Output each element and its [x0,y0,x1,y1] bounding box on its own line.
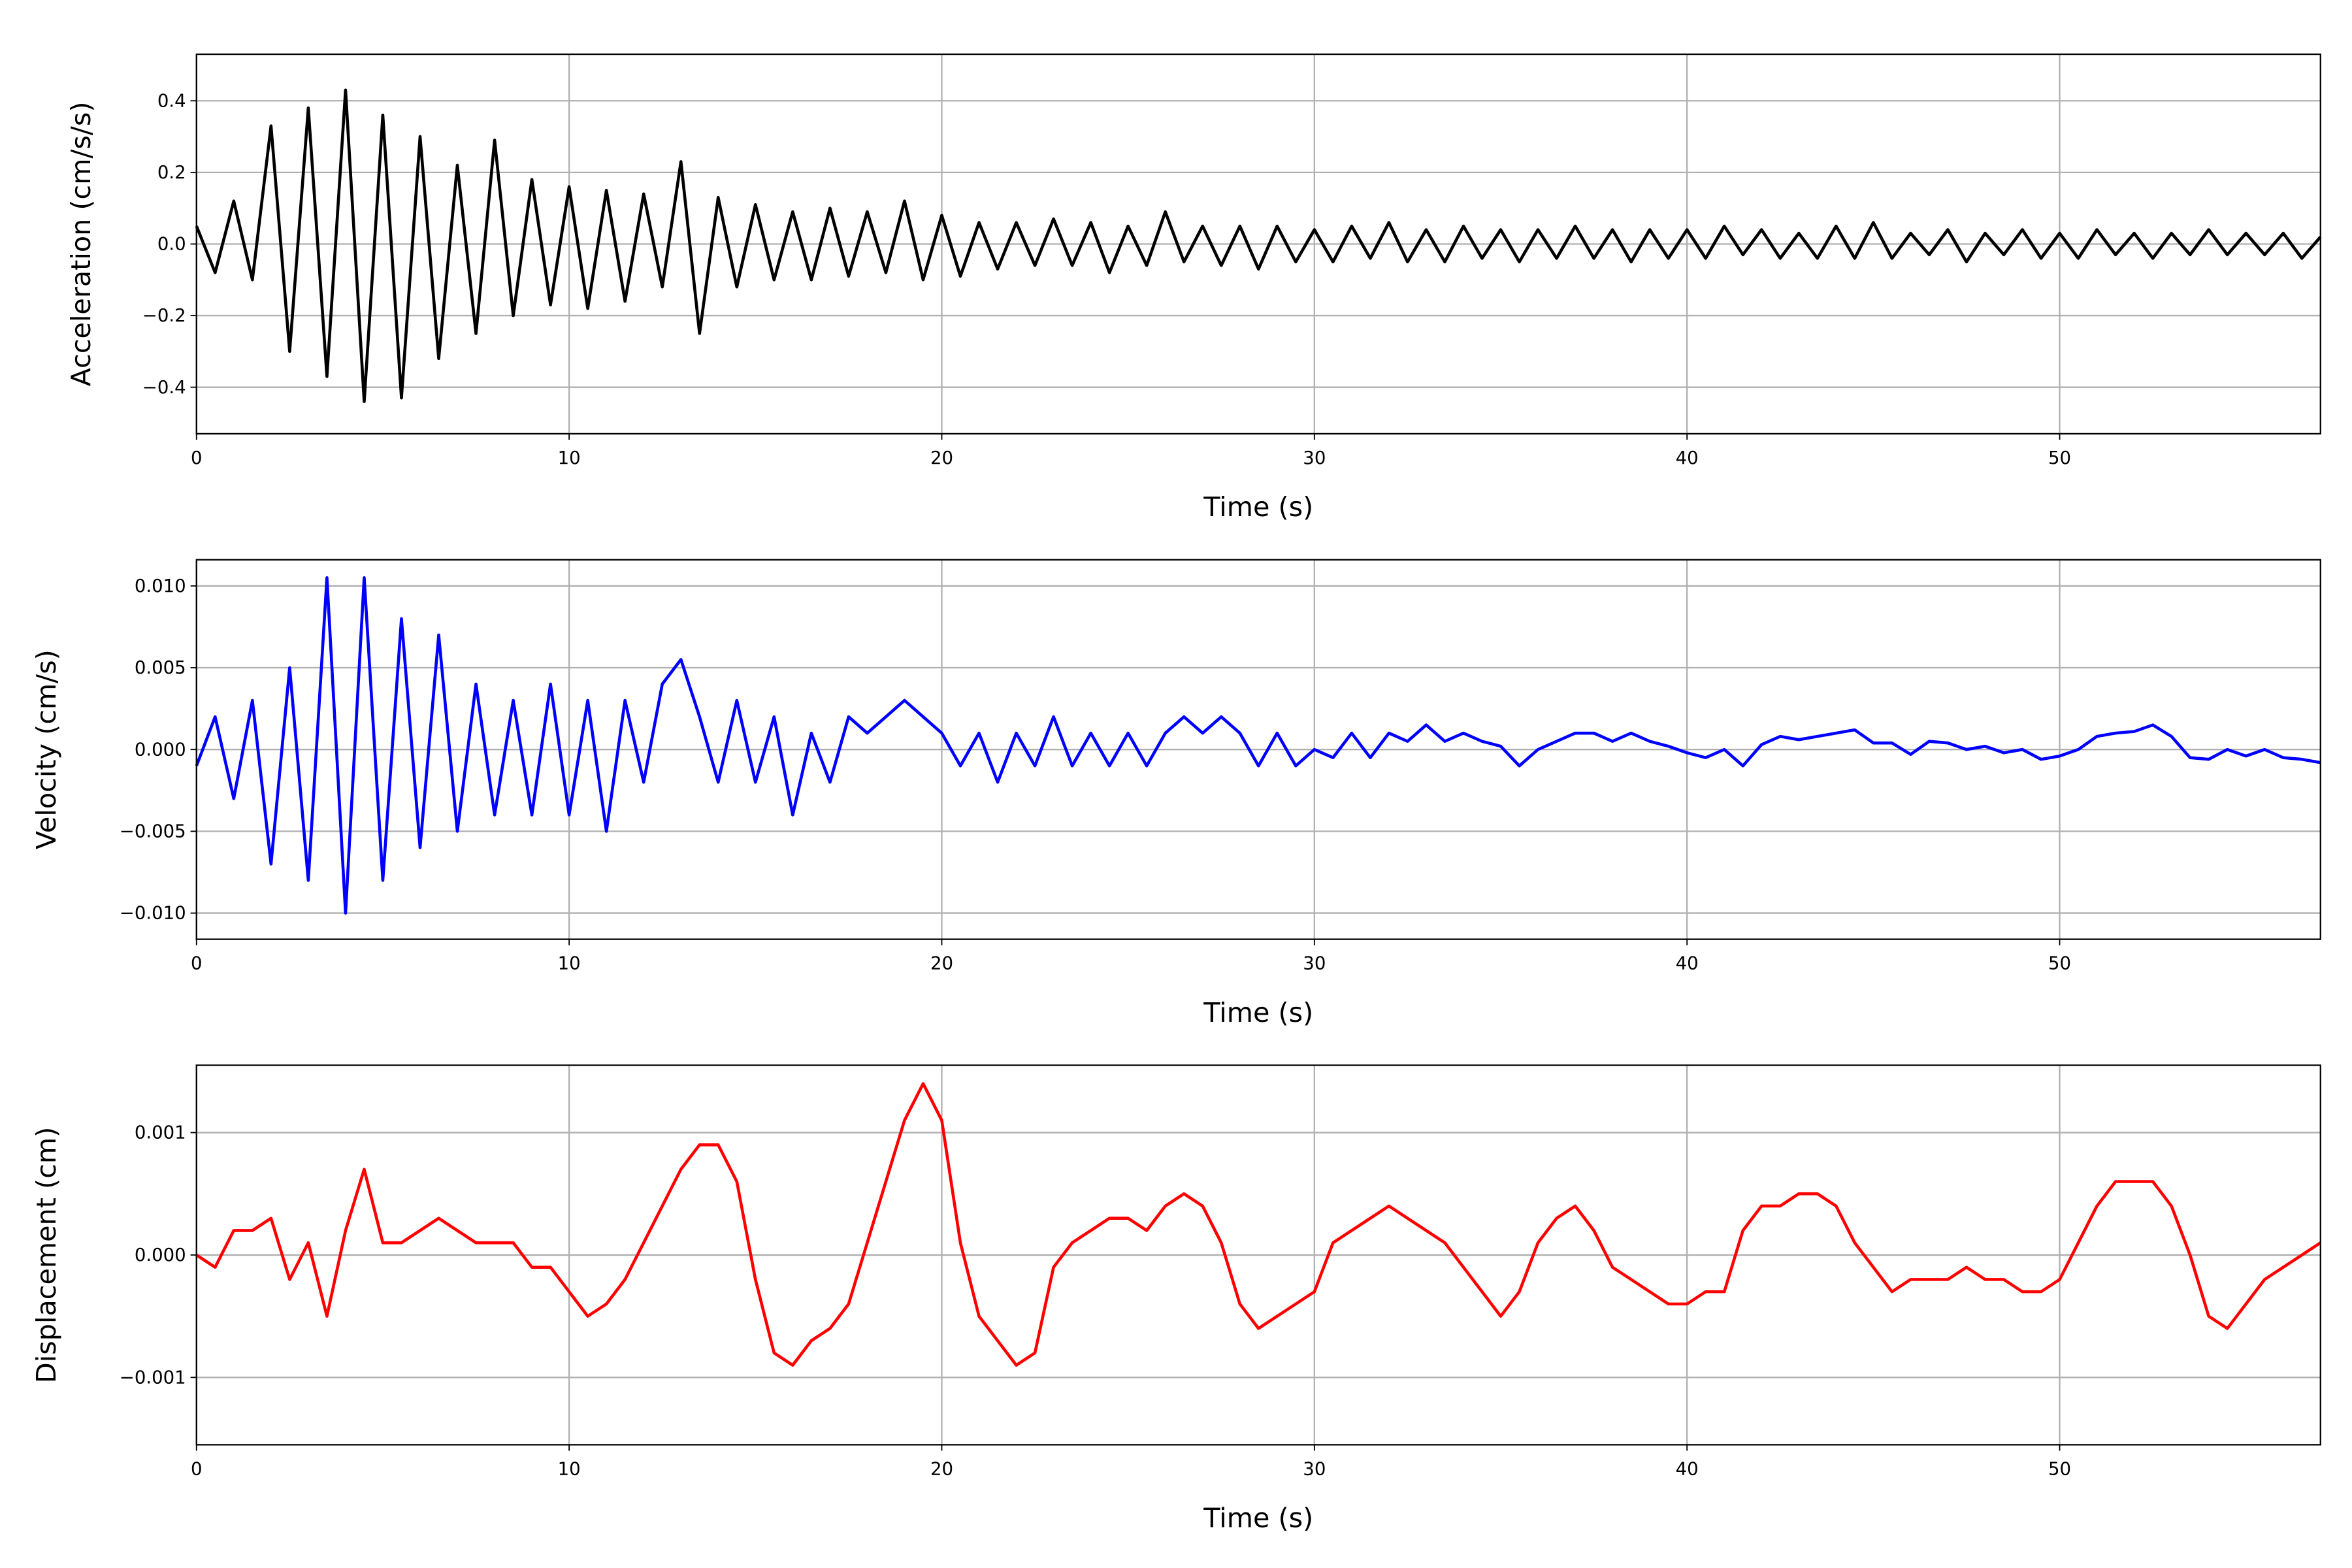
x-tick-label: 0 [191,953,203,974]
y-axis-label: Displacement (cm) [31,1127,62,1383]
y-tick-label: −0.001 [120,1367,186,1388]
x-tick-label: 30 [1303,1458,1326,1479]
y-tick-label: 0.2 [157,162,186,183]
y-tick-label: 0.001 [135,1122,186,1143]
x-tick-label: 0 [191,448,203,468]
y-tick-label: −0.010 [120,903,186,924]
y-tick-label: 0.000 [135,1245,186,1266]
axes-frame [195,559,2321,940]
x-axis-label: Time (s) [1203,491,1313,523]
y-tick-label: −0.2 [142,305,186,326]
axes-frame [195,1064,2321,1446]
x-tick-label: 50 [2048,953,2071,974]
x-tick-label: 40 [1676,953,1699,974]
y-tick-label: 0.010 [135,576,186,596]
y-axis-label: Velocity (cm/s) [31,649,62,849]
x-tick-label: 20 [930,953,953,974]
x-tick-label: 30 [1303,953,1326,974]
y-tick-label: 0.0 [157,234,186,255]
y-tick-label: 0.000 [135,739,186,760]
x-tick-label: 20 [930,448,953,468]
x-tick-label: 10 [558,1458,581,1479]
x-tick-label: 0 [191,1458,203,1479]
y-tick-label: 0.005 [135,657,186,678]
data-line [195,88,2322,403]
x-tick-label: 40 [1676,1458,1699,1479]
y-tick-label: −0.005 [120,821,186,842]
x-tick-label: 30 [1303,448,1326,468]
data-line [195,1082,2322,1367]
y-tick-label: −0.4 [142,377,186,398]
data-line [195,576,2321,915]
x-tick-label: 10 [558,448,581,468]
x-tick-label: 10 [558,953,581,974]
x-tick-label: 20 [930,1458,953,1479]
x-tick-label: 40 [1676,448,1699,468]
x-axis-label: Time (s) [1203,997,1313,1028]
x-tick-label: 50 [2048,448,2071,468]
y-tick-label: 0.4 [157,90,186,111]
y-axis-label: Acceleration (cm/s/s) [65,102,97,387]
axes-frame [195,53,2321,435]
x-tick-label: 50 [2048,1458,2071,1479]
x-axis-label: Time (s) [1203,1503,1313,1534]
